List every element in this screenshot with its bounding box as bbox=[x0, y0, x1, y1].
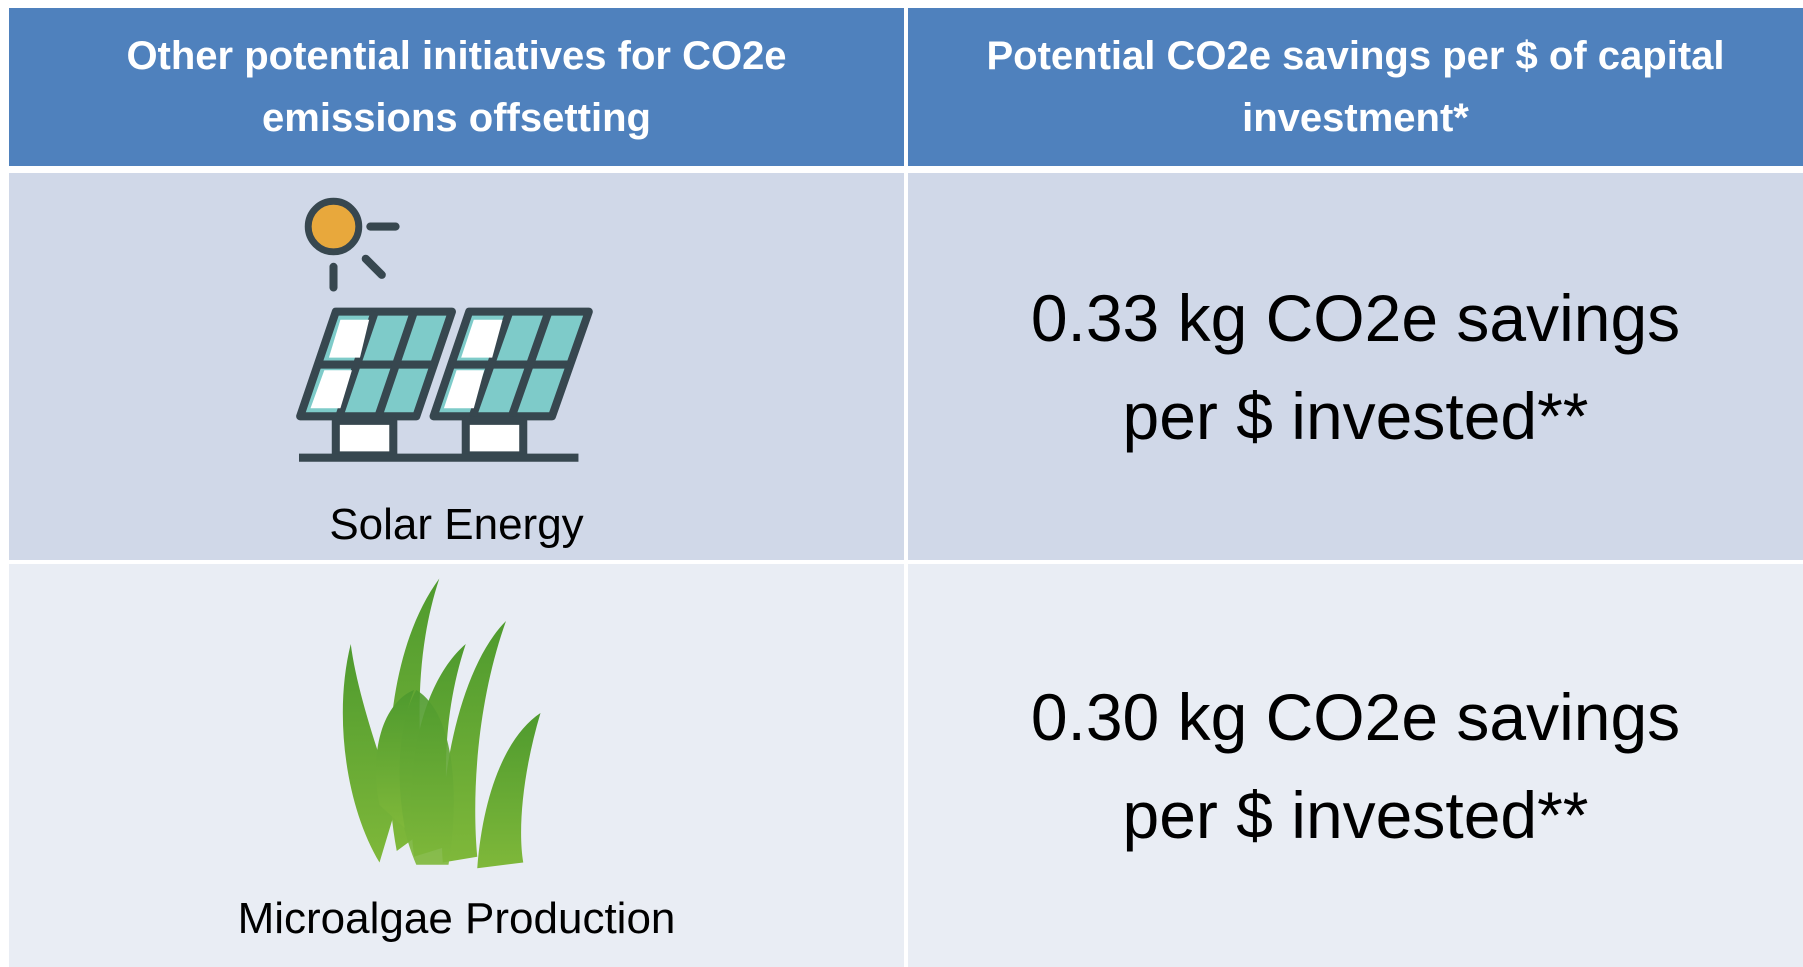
solar-icon bbox=[299, 201, 589, 457]
icons bbox=[0, 0, 1803, 967]
row-label: Microalgae Production bbox=[9, 894, 904, 944]
page: Other potential initiatives for CO2e emi… bbox=[0, 0, 1803, 967]
algae-icon bbox=[343, 578, 541, 868]
row-label: Solar Energy bbox=[9, 500, 904, 550]
